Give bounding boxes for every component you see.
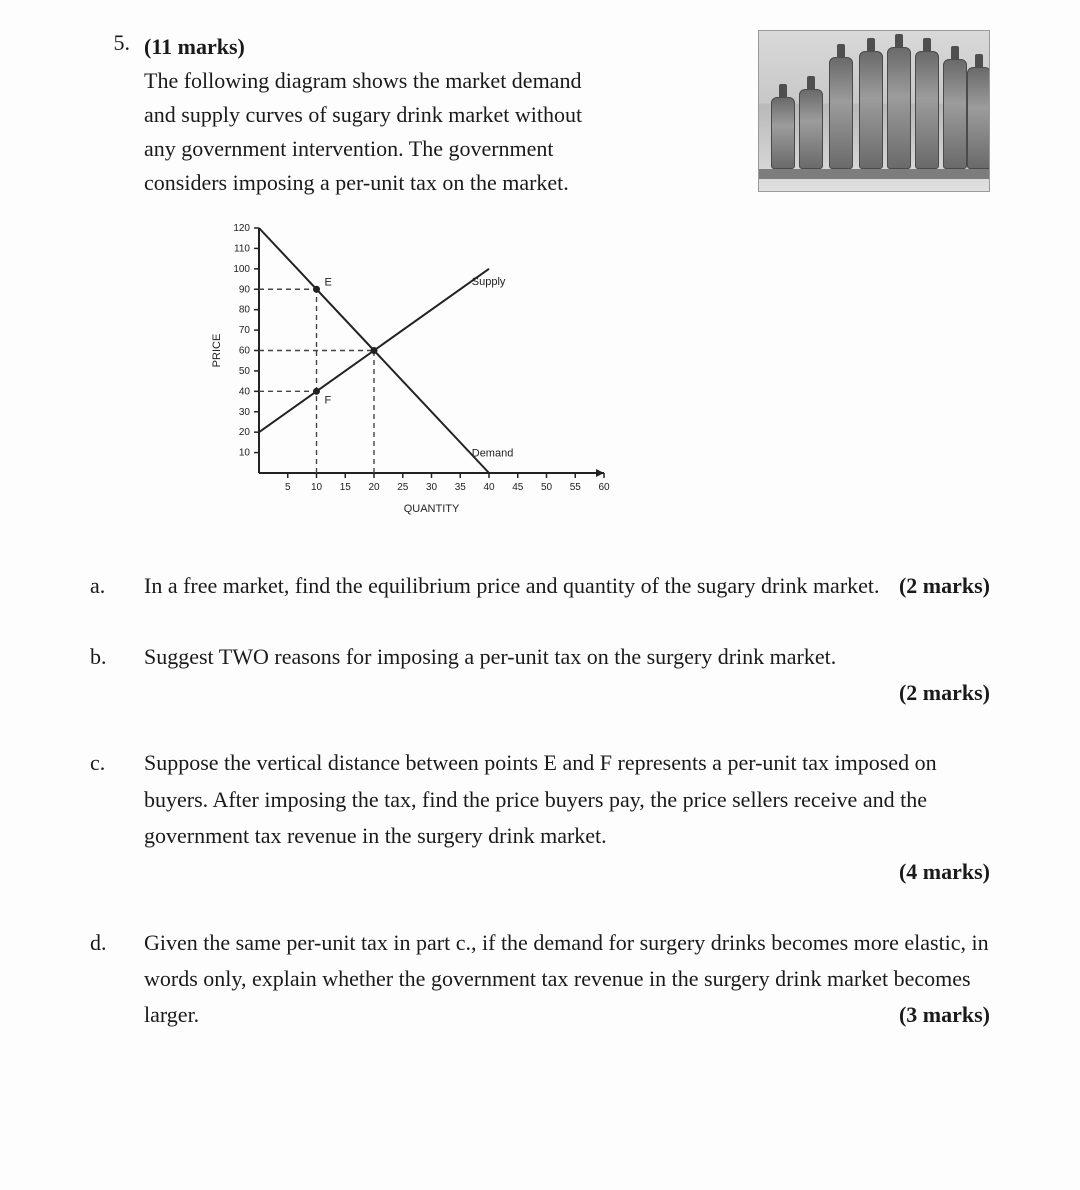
svg-text:50: 50 — [541, 482, 553, 493]
intro-and-photo: (11 marks) The following diagram shows t… — [144, 30, 990, 200]
svg-text:45: 45 — [512, 482, 524, 493]
subpart-c: c. Suppose the vertical distance between… — [90, 745, 990, 890]
subpart-a-marks: (2 marks) — [899, 568, 990, 604]
svg-text:40: 40 — [483, 482, 495, 493]
svg-text:Demand: Demand — [472, 448, 514, 460]
svg-text:110: 110 — [234, 244, 250, 255]
bottle — [943, 59, 967, 169]
subpart-d-label: d. — [90, 925, 144, 961]
svg-text:120: 120 — [233, 223, 250, 234]
subpart-c-body: Suppose the vertical distance between po… — [144, 750, 937, 848]
subpart-a: a. In a free market, find the equilibriu… — [90, 568, 990, 604]
svg-text:10: 10 — [239, 448, 251, 459]
svg-text:35: 35 — [455, 482, 467, 493]
subpart-b: b. Suggest TWO reasons for imposing a pe… — [90, 639, 990, 712]
svg-text:90: 90 — [239, 285, 251, 296]
subpart-c-label: c. — [90, 745, 144, 781]
subpart-b-label: b. — [90, 639, 144, 675]
svg-text:PRICE: PRICE — [211, 334, 223, 368]
subpart-b-text: Suggest TWO reasons for imposing a per-u… — [144, 639, 990, 712]
bottle — [799, 89, 823, 169]
subpart-c-marks: (4 marks) — [899, 854, 990, 890]
bottle — [829, 57, 853, 169]
svg-text:25: 25 — [397, 482, 409, 493]
svg-text:70: 70 — [239, 326, 251, 337]
bottles-photo — [758, 30, 990, 192]
intro-line-4: considers imposing a per-unit tax on the… — [144, 170, 569, 195]
subpart-d: d. Given the same per-unit tax in part c… — [90, 925, 990, 1034]
svg-text:E: E — [325, 277, 332, 289]
svg-text:Supply: Supply — [472, 277, 506, 289]
subpart-b-body: Suggest TWO reasons for imposing a per-u… — [144, 644, 836, 669]
subpart-a-label: a. — [90, 568, 144, 604]
question-number: 5. — [90, 30, 144, 56]
bottle — [967, 67, 990, 169]
bottle — [859, 51, 883, 169]
svg-text:20: 20 — [368, 482, 380, 493]
supply-demand-chart: 10 20 30 40 50 60 70 80 90 100 110 120 5 10 15 20 25 30 35… — [204, 218, 990, 518]
shelf — [759, 169, 989, 179]
subpart-d-text: Given the same per-unit tax in part c., … — [144, 925, 990, 1034]
subpart-d-marks: (3 marks) — [899, 997, 990, 1033]
svg-text:60: 60 — [598, 482, 610, 493]
exam-page: 5. (11 marks) The following diagram show… — [0, 0, 1080, 1190]
svg-text:15: 15 — [340, 482, 352, 493]
svg-text:10: 10 — [311, 482, 323, 493]
svg-text:F: F — [325, 395, 332, 407]
subparts: a. In a free market, find the equilibriu… — [90, 568, 990, 1033]
svg-text:60: 60 — [239, 346, 251, 357]
intro-line-3: any government intervention. The governm… — [144, 136, 554, 161]
svg-text:50: 50 — [239, 366, 251, 377]
question-marks-header: (11 marks) — [144, 34, 245, 59]
bottle — [887, 47, 911, 169]
subpart-b-marks: (2 marks) — [899, 675, 990, 711]
bottle — [915, 51, 939, 169]
question-body: (11 marks) The following diagram shows t… — [144, 30, 990, 548]
svg-text:5: 5 — [285, 482, 291, 493]
question-header-row: 5. (11 marks) The following diagram show… — [90, 30, 990, 548]
subpart-a-text: In a free market, find the equilibrium p… — [144, 568, 990, 604]
svg-text:20: 20 — [239, 428, 251, 439]
subpart-a-body: In a free market, find the equilibrium p… — [144, 573, 880, 598]
svg-text:55: 55 — [570, 482, 582, 493]
subpart-c-text: Suppose the vertical distance between po… — [144, 745, 990, 890]
subpart-d-body: Given the same per-unit tax in part c., … — [144, 930, 989, 1028]
bottle — [771, 97, 795, 169]
question-intro: (11 marks) The following diagram shows t… — [144, 30, 740, 200]
svg-text:40: 40 — [239, 387, 251, 398]
chart-svg: 10 20 30 40 50 60 70 80 90 100 110 120 5 10 15 20 25 30 35… — [204, 218, 624, 518]
svg-text:30: 30 — [239, 407, 251, 418]
svg-text:100: 100 — [233, 264, 250, 275]
intro-line-1: The following diagram shows the market d… — [144, 68, 581, 93]
svg-text:80: 80 — [239, 305, 251, 316]
intro-line-2: and supply curves of sugary drink market… — [144, 102, 582, 127]
svg-text:30: 30 — [426, 482, 438, 493]
svg-text:QUANTITY: QUANTITY — [404, 503, 460, 515]
